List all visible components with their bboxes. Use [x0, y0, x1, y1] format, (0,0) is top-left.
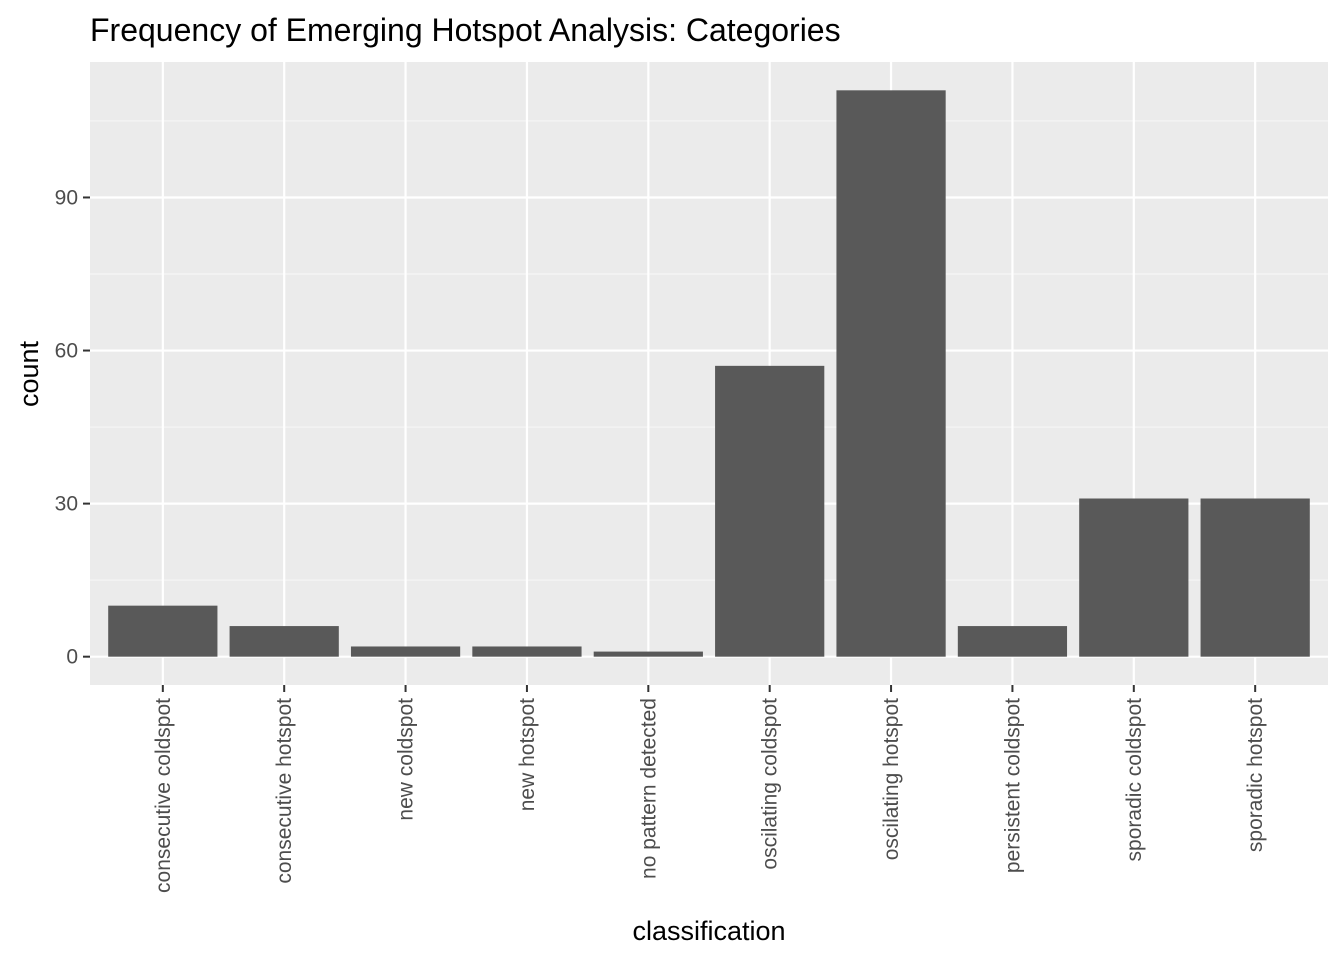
bars	[108, 90, 1310, 657]
bar	[229, 626, 339, 657]
y-axis: 0 30 60 90	[55, 186, 90, 669]
bar	[472, 646, 582, 657]
x-axis-title: classification	[632, 916, 785, 946]
x-tick-label: consecutive coldspot	[152, 698, 175, 893]
bar	[957, 626, 1068, 657]
y-tick-label: 0	[66, 646, 78, 669]
y-tick-label: 60	[55, 340, 78, 363]
chart-title: Frequency of Emerging Hotspot Analysis: …	[90, 12, 841, 48]
bar	[836, 90, 946, 657]
x-tick-label: oscilating coldspot	[759, 698, 782, 870]
x-axis: consecutive coldspot consecutive hotspot n…	[152, 685, 1267, 893]
bar	[1200, 498, 1310, 657]
x-tick-label: sporadic coldspot	[1123, 698, 1146, 862]
x-tick-label: oscilating hotspot	[880, 698, 903, 860]
bar	[108, 605, 218, 657]
x-tick-label: new coldspot	[395, 698, 418, 821]
x-tick-label: sporadic hotspot	[1244, 698, 1267, 852]
x-tick-label: new hotspot	[516, 698, 539, 811]
bar	[1079, 498, 1189, 657]
x-tick-label: no pattern detected	[637, 698, 660, 879]
bar	[350, 646, 461, 657]
y-tick-label: 30	[55, 493, 78, 516]
bar	[715, 365, 825, 657]
x-tick-label: persistent coldspot	[1001, 698, 1024, 873]
x-tick-label: consecutive hotspot	[273, 698, 296, 884]
y-tick-label: 90	[55, 186, 78, 209]
y-axis-title: count	[14, 340, 44, 407]
bar	[593, 651, 703, 657]
